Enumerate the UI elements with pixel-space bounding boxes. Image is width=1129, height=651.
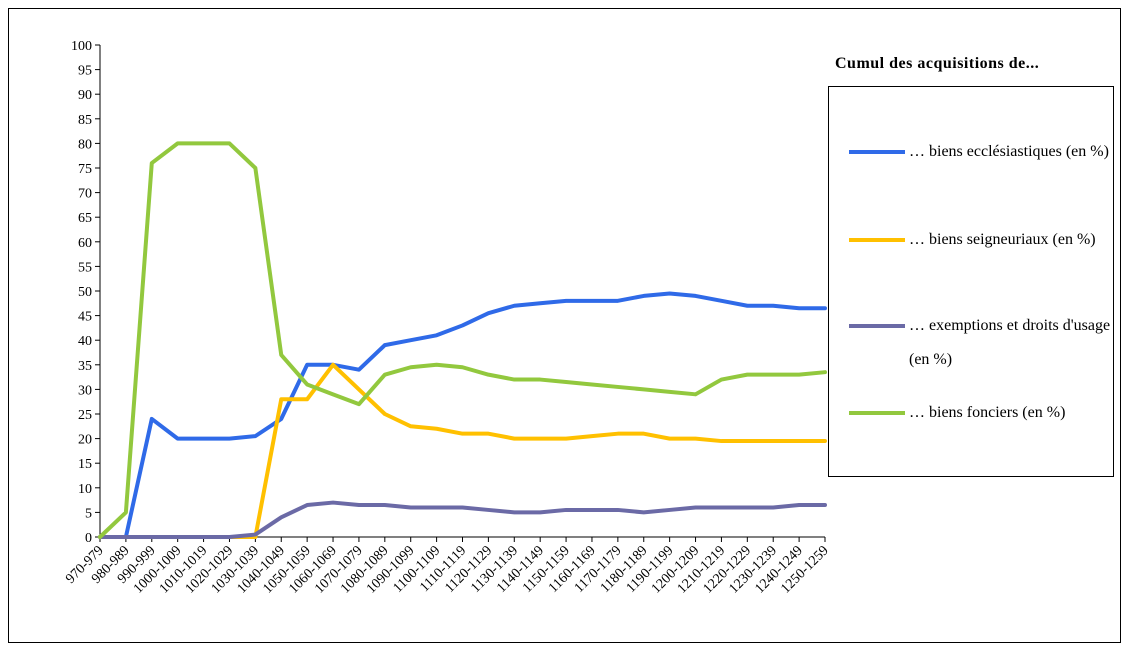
y-tick-label: 10 <box>78 482 92 497</box>
legend-title: Cumul des acquisitions de... <box>835 55 1040 72</box>
y-tick-label: 50 <box>78 285 92 300</box>
y-tick-label: 100 <box>71 39 92 54</box>
y-tick-label: 30 <box>78 383 92 398</box>
frame <box>8 8 1121 643</box>
y-tick-label: 40 <box>78 334 92 349</box>
y-tick-label: 25 <box>78 408 92 423</box>
y-tick-label: 85 <box>78 113 92 128</box>
y-tick-label: 80 <box>78 137 92 152</box>
y-tick-label: 20 <box>78 433 92 448</box>
line-series <box>98 500 827 539</box>
y-tick-label: 35 <box>78 359 92 374</box>
y-tick-label: 60 <box>78 236 92 251</box>
line-series <box>98 362 827 539</box>
line-series <box>98 291 827 539</box>
legend-label: … exemptions et droits d'usage (en %) <box>909 317 1111 368</box>
y-tick-label: 90 <box>78 88 92 103</box>
legend-swatch <box>849 411 905 415</box>
legend-swatch <box>849 324 905 328</box>
y-tick-label: 65 <box>78 211 92 226</box>
line-series <box>98 141 827 539</box>
legend: … biens ecclésiastiques (en %) … biens se… <box>828 86 1114 477</box>
y-tick-label: 75 <box>78 162 92 177</box>
legend-swatch <box>849 238 905 242</box>
y-tick-label: 45 <box>78 310 92 325</box>
y-tick-label: 55 <box>78 260 92 275</box>
legend-swatch <box>849 150 905 154</box>
y-tick-label: 95 <box>78 64 92 79</box>
legend-label: … biens seigneuriaux (en %) <box>909 231 1096 248</box>
legend-label: … biens ecclésiastiques (en %) <box>909 143 1109 160</box>
y-tick-label: 5 <box>85 506 92 521</box>
legend-label: … biens fonciers (en %) <box>909 404 1066 421</box>
y-tick-label: 15 <box>78 457 92 472</box>
y-tick-label: 0 <box>85 531 92 546</box>
y-tick-label: 70 <box>78 187 92 202</box>
